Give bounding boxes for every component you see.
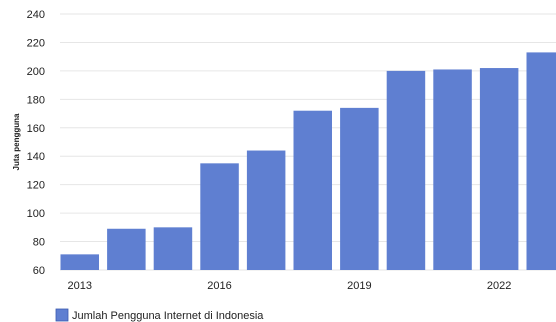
bar-2016: [200, 163, 239, 270]
y-tick-label: 60: [33, 265, 45, 277]
y-tick-label: 180: [27, 94, 45, 106]
x-tick-label: 2019: [347, 280, 371, 292]
x-tick-label: 2022: [487, 280, 511, 292]
bar-2013: [60, 254, 99, 270]
y-axis-ticks: 60 80 100 120 140 160 180 200 220 240: [27, 9, 45, 277]
x-tick-label: 2013: [68, 280, 92, 292]
legend: Jumlah Pengguna Internet di Indonesia: [55, 308, 264, 322]
bar-2020: [386, 70, 426, 270]
x-axis-ticks: 2013 2016 2019 2022: [68, 280, 512, 292]
bar-2017: [246, 150, 286, 270]
bars: [60, 52, 556, 271]
y-tick-label: 240: [27, 9, 45, 21]
y-tick-label: 220: [27, 37, 45, 49]
y-tick-label: 100: [27, 208, 45, 220]
bar-2015: [153, 227, 193, 270]
legend-label: Jumlah Pengguna Internet di Indonesia: [72, 310, 264, 322]
x-tick-label: 2016: [207, 280, 231, 292]
y-tick-label: 140: [27, 151, 45, 163]
bar-2019: [340, 107, 379, 270]
bar-2018: [293, 110, 332, 270]
bar-2023: [526, 52, 556, 271]
legend-swatch: [55, 308, 69, 322]
y-tick-label: 200: [27, 66, 45, 78]
bar-2022: [479, 68, 519, 271]
y-axis-label: Juta pengguna: [12, 113, 21, 170]
y-tick-label: 120: [27, 180, 45, 192]
bar-2014: [107, 228, 146, 270]
bar-2021: [433, 69, 472, 270]
y-tick-label: 80: [33, 237, 45, 249]
y-tick-label: 160: [27, 123, 45, 135]
